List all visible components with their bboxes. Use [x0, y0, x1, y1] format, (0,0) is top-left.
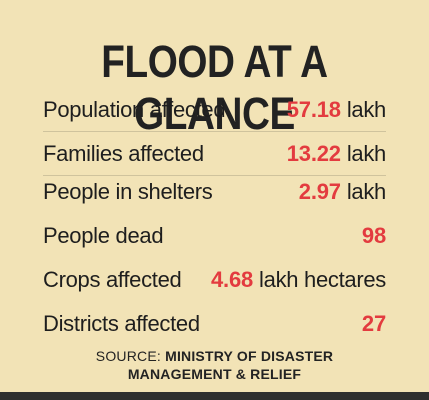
infographic-title: FLOOD AT A GLANCE [101, 36, 328, 139]
stat-value: 13.22 lakh [286, 140, 387, 167]
stat-unit: lakh hectares [259, 267, 386, 292]
stat-row-families: Families affected 13.22 lakh [43, 132, 386, 176]
stat-number: 2.97 [298, 179, 341, 204]
stat-label: Families affected [43, 140, 204, 166]
stat-label: Crops affected [43, 267, 182, 292]
stat-row-dead: People dead 98 [43, 214, 386, 258]
source-note: SOURCE: MINISTRY OF DISASTER MANAGEMENT … [0, 347, 429, 383]
source-line-2: MANAGEMENT & RELIEF [127, 366, 302, 382]
stat-label: Districts affected [43, 311, 200, 336]
stat-unit: lakh [346, 96, 386, 122]
stat-row-shelters: People in shelters 2.97 lakh [43, 170, 386, 214]
stat-unit: lakh [346, 179, 386, 204]
stat-number: 57.18 [286, 96, 341, 122]
stat-value: 27 [362, 311, 386, 337]
stat-value: 98 [362, 223, 386, 249]
stat-unit: lakh [346, 140, 386, 166]
source-label: SOURCE: [95, 348, 161, 364]
stat-number: 98 [361, 223, 386, 248]
stat-label: People in shelters [43, 179, 213, 204]
bottom-bar [0, 392, 429, 400]
stat-number: 4.68 [211, 267, 254, 292]
stat-row-crops: Crops affected 4.68 lakh hectares [43, 258, 386, 302]
stat-number: 27 [361, 311, 386, 336]
stat-value: 4.68 lakh hectares [211, 267, 386, 293]
stat-value: 57.18 lakh [286, 96, 387, 123]
stat-number: 13.22 [286, 140, 341, 166]
stat-label: People dead [43, 223, 164, 248]
stat-row-population: Population affected 57.18 lakh [43, 88, 386, 132]
stat-label: Population affected [43, 96, 226, 122]
source-line-1: MINISTRY OF DISASTER [165, 348, 334, 364]
stat-row-districts: Districts affected 27 [43, 302, 386, 346]
stat-value: 2.97 lakh [298, 179, 387, 205]
